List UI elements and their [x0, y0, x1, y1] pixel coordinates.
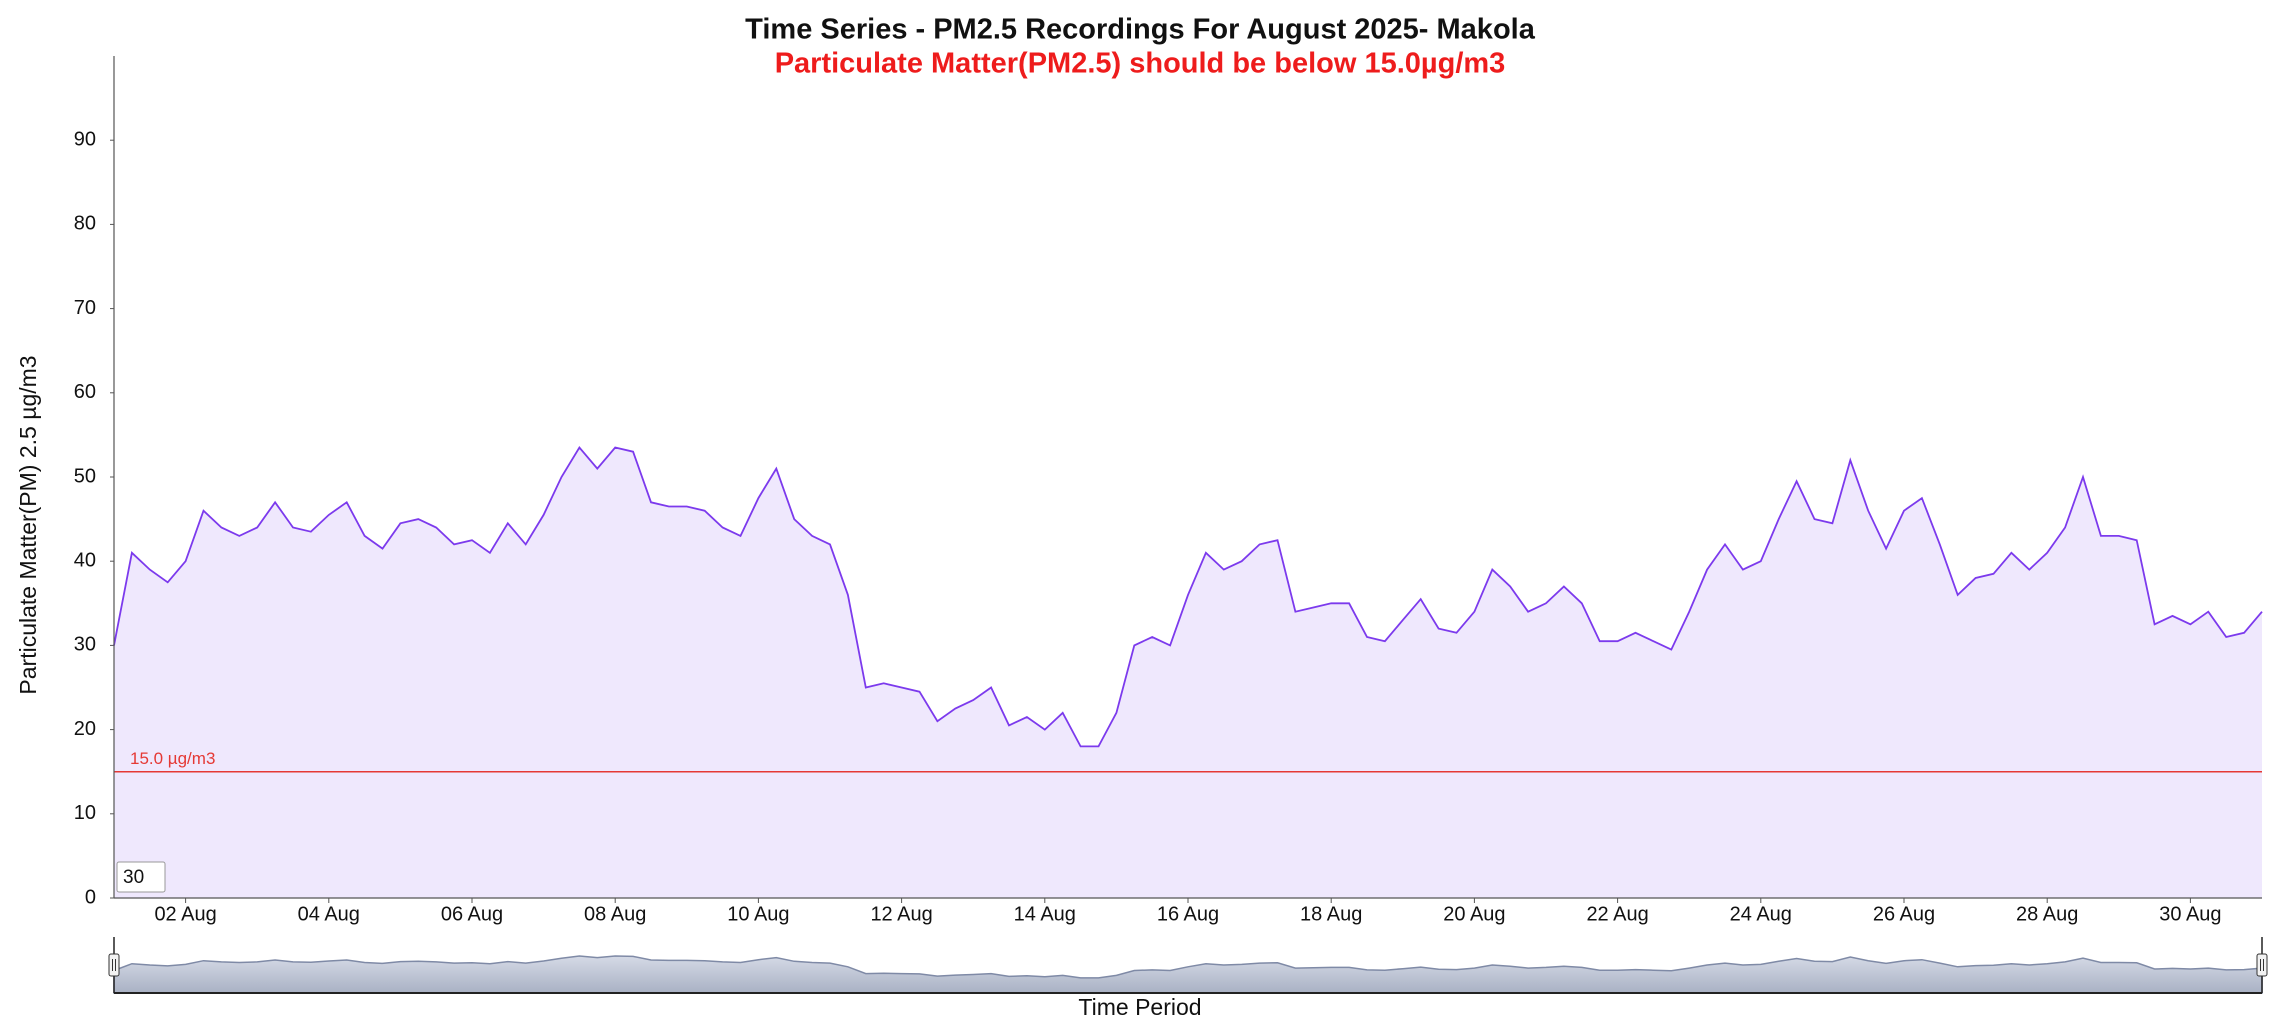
y-tick-label: 50: [74, 465, 96, 487]
y-tick-label: 70: [74, 297, 96, 319]
x-tick-label: 08 Aug: [584, 903, 646, 925]
line: [113, 445, 2263, 748]
x-tick-label: 14 Aug: [1014, 903, 1076, 925]
y-tick-label: 90: [74, 128, 96, 150]
x-tick-label: 10 Aug: [727, 903, 789, 925]
x-tick-label: 12 Aug: [870, 903, 932, 925]
x-tick-label: 18 Aug: [1300, 903, 1362, 925]
x-axis-label: Time Period: [1078, 994, 1201, 1020]
navigator-handle[interactable]: [2256, 953, 2268, 977]
y-tick-label: 40: [74, 549, 96, 571]
y-tick-label: 20: [74, 718, 96, 740]
x-tick-label: 02 Aug: [154, 903, 216, 925]
range-input-box: [116, 861, 166, 893]
x-tick-label: 24 Aug: [1730, 903, 1792, 925]
x-tick-label: 16 Aug: [1157, 903, 1219, 925]
area-fill: [114, 447, 2262, 898]
range-input: 30: [123, 867, 144, 888]
y-tick-label: 30: [74, 634, 96, 656]
y-tick-label: 60: [74, 381, 96, 403]
x-tick-label: 20 Aug: [1443, 903, 1505, 925]
x-tick-label: 26 Aug: [1873, 903, 1935, 925]
x-tick-label: 04 Aug: [298, 903, 360, 925]
x-tick-label: 30 Aug: [2159, 903, 2221, 925]
y-tick-label: 0: [85, 886, 96, 908]
y-tick-label: 10: [74, 802, 96, 824]
chart-subtitle: Particulate Matter(PM2.5) should be belo…: [775, 48, 1506, 80]
x-tick-label: 06 Aug: [441, 903, 503, 925]
navigator-handle[interactable]: [108, 953, 120, 977]
y-tick-label: 80: [74, 213, 96, 235]
threshold-label: 15.0 µg/m3: [130, 749, 215, 768]
x-tick-label: 22 Aug: [1586, 903, 1648, 925]
navigator-area: [113, 955, 2263, 994]
chart-title: Time Series - PM2.5 Recordings For Augus…: [745, 14, 1536, 46]
y-axis-label: Particulate Matter(PM) 2.5 µg/m3: [15, 355, 41, 694]
x-tick-label: 28 Aug: [2016, 903, 2078, 925]
